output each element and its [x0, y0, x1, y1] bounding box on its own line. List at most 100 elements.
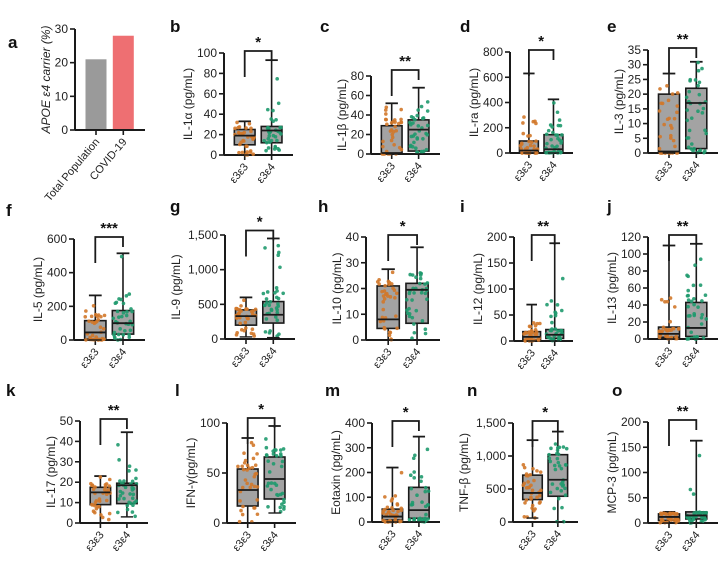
data-point [268, 329, 272, 333]
data-point [255, 512, 260, 517]
data-point [99, 513, 103, 517]
box-e3e4 [263, 425, 286, 514]
x-tick-label: ε3ε3 [652, 159, 675, 184]
data-point [697, 453, 702, 458]
y-tick-label: 0 [66, 516, 73, 530]
data-point [546, 128, 551, 133]
box-e3e3 [89, 475, 112, 524]
data-point [524, 472, 529, 476]
data-point [381, 307, 386, 312]
data-point [665, 299, 670, 304]
data-point [242, 451, 246, 456]
y-axis-title: IL-ra (pg/mL) [467, 68, 481, 137]
data-point [560, 133, 564, 137]
data-point [276, 304, 280, 308]
data-point [527, 324, 532, 329]
data-point [382, 297, 387, 301]
y-tick-label: 30 [346, 256, 360, 270]
data-point [553, 327, 558, 331]
data-point [383, 108, 388, 112]
y-tick-label: 150 [621, 440, 641, 454]
data-point [531, 321, 536, 325]
data-point [413, 453, 417, 458]
data-point [391, 508, 395, 513]
data-point [407, 311, 412, 316]
data-point [549, 299, 554, 303]
data-point [399, 117, 403, 122]
y-axis-title: IL-1β (pg/mL) [335, 79, 349, 151]
x-tick-label: ε3ε4 [679, 529, 702, 554]
data-point [274, 295, 279, 300]
data-point [422, 517, 427, 521]
data-point [242, 130, 247, 135]
data-point [266, 504, 270, 509]
data-point [407, 314, 412, 319]
data-point [393, 494, 398, 498]
box-e3e4 [684, 242, 709, 341]
data-point [238, 142, 242, 147]
data-point [537, 493, 542, 498]
data-point [241, 139, 246, 143]
data-point [700, 66, 704, 71]
data-point [425, 109, 430, 113]
x-tick-label: ε3ε4 [402, 528, 425, 553]
significance-bracket [387, 234, 418, 261]
data-point [275, 138, 279, 143]
data-point [410, 336, 414, 341]
data-point [549, 328, 554, 333]
data-point [553, 311, 558, 316]
significance-bracket [668, 47, 698, 74]
y-tick-label: 0 [499, 515, 506, 529]
data-point [267, 131, 272, 135]
data-point [694, 510, 699, 515]
x-tick-label: ε3ε3 [652, 529, 675, 554]
data-point [242, 328, 247, 333]
data-point [271, 133, 276, 138]
data-point [416, 124, 421, 128]
data-point [262, 138, 266, 143]
box-e3e3 [234, 296, 258, 338]
data-point [266, 146, 271, 150]
data-point [696, 109, 700, 114]
data-point [394, 128, 399, 133]
data-point [668, 319, 673, 324]
y-axis-title: APOE ε4 carrier (%) [39, 26, 53, 135]
data-point [255, 452, 259, 456]
data-point [390, 132, 395, 137]
data-point [255, 485, 260, 489]
x-tick-label: ε3ε3 [512, 159, 535, 184]
data-point [669, 126, 674, 130]
data-point [407, 517, 412, 522]
data-point [675, 104, 680, 108]
data-point [533, 323, 538, 328]
data-point [556, 460, 561, 465]
x-tick-label: ε3ε4 [679, 345, 702, 370]
data-point [263, 330, 268, 334]
data-point [237, 307, 242, 312]
x-tick-label: ε3ε4 [541, 528, 564, 553]
data-point [384, 117, 389, 122]
data-point [548, 490, 553, 495]
data-point [266, 459, 271, 463]
data-point [277, 148, 281, 152]
data-point [238, 499, 242, 503]
y-tick-label: 0 [634, 332, 641, 346]
data-point [557, 464, 562, 468]
y-axis-title: IL-3 (pg/mL) [612, 69, 626, 134]
x-tick-label: ε3ε3 [375, 528, 398, 553]
significance-label: *** [100, 220, 118, 237]
data-point [425, 100, 430, 104]
data-point [264, 297, 269, 301]
data-point [276, 253, 281, 257]
data-point [271, 461, 276, 466]
data-point [398, 519, 403, 524]
data-point [665, 117, 670, 122]
y-tick-label: 10 [628, 117, 642, 131]
data-point [675, 110, 679, 115]
data-point [87, 319, 91, 323]
data-point [553, 467, 558, 472]
data-point [267, 470, 272, 474]
data-point [265, 126, 270, 130]
